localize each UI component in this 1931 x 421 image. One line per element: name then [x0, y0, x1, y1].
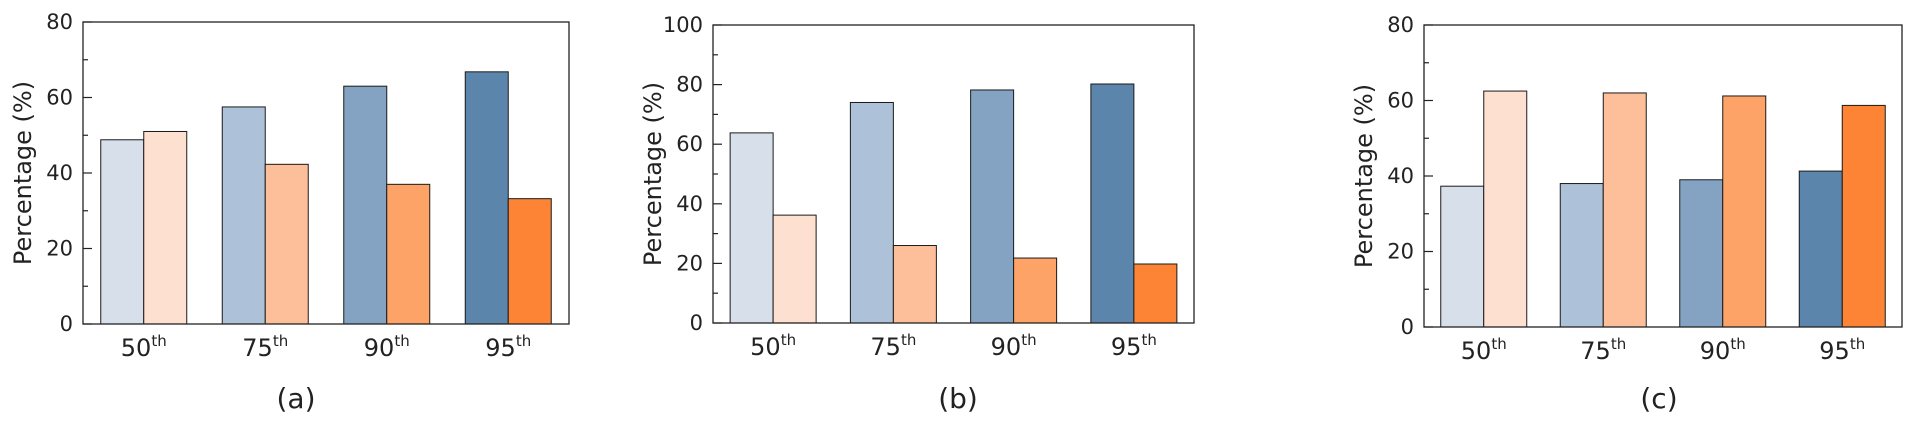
bar-orange-50th	[143, 130, 188, 325]
bar-blue-75th	[221, 106, 266, 325]
y-tick-label: 20	[676, 251, 703, 275]
bar-orange-95th	[507, 198, 552, 325]
y-tick-label: 60	[676, 132, 703, 156]
bar-blue-95th	[1090, 83, 1135, 324]
bar-orange-75th	[264, 163, 309, 325]
y-axis-label: Percentage (%)	[639, 82, 667, 266]
x-tick-label: 90th	[991, 331, 1037, 361]
bar-blue-75th	[1559, 183, 1604, 328]
bar-orange-75th	[892, 245, 937, 324]
bar-orange-75th	[1602, 92, 1647, 328]
bar-orange-90th	[1722, 95, 1767, 328]
y-axis-label: Percentage (%)	[9, 81, 37, 265]
y-tick-label: 80	[676, 73, 703, 97]
x-tick-label: 95th	[1111, 331, 1157, 361]
x-tick-label: 50th	[750, 331, 796, 361]
y-tick-label: 0	[1401, 315, 1414, 339]
panel-caption: (b)	[938, 382, 978, 415]
bar-orange-90th	[1013, 257, 1058, 324]
y-tick-label: 60	[1387, 89, 1414, 113]
y-tick-label: 60	[46, 86, 73, 110]
x-tick-label: 50th	[121, 332, 167, 362]
chart-panel-c: 50th 75th 90th 95th 0 20 40 60 80 Percentage (%) (…	[1350, 13, 1903, 415]
bar-orange-95th	[1841, 104, 1886, 328]
y-tick-label: 40	[676, 192, 703, 216]
y-tick-label: 80	[1387, 13, 1414, 37]
bar-orange-50th	[1483, 90, 1528, 328]
y-tick-label: 0	[690, 311, 703, 335]
x-tick-label: 95th	[485, 332, 531, 362]
y-tick-label: 80	[46, 10, 73, 34]
bar-orange-95th	[1133, 263, 1178, 324]
x-tick-label: 75th	[870, 331, 916, 361]
x-tick-label: 75th	[1580, 335, 1626, 365]
x-tick-label: 50th	[1461, 335, 1507, 365]
bar-blue-50th	[1440, 185, 1485, 328]
chart-panel-b: 50th 75th 90th 95th 0 20 40 60 80 100 Percentage (…	[639, 13, 1195, 415]
y-tick-label: 40	[46, 161, 73, 185]
bar-blue-95th	[464, 71, 509, 325]
y-tick-label: 0	[60, 312, 73, 336]
bar-orange-90th	[386, 183, 431, 325]
bar-blue-50th	[729, 132, 774, 324]
y-tick-label: 100	[663, 13, 703, 37]
x-tick-label: 95th	[1819, 335, 1865, 365]
bar-blue-90th	[343, 85, 388, 325]
panel-caption: (a)	[276, 382, 315, 415]
bar-orange-50th	[772, 214, 817, 324]
x-tick-label: 90th	[1700, 335, 1746, 365]
bar-blue-75th	[849, 101, 894, 324]
y-tick-label: 20	[1387, 240, 1414, 264]
x-tick-label: 90th	[364, 332, 410, 362]
panel-caption: (c)	[1640, 382, 1677, 415]
bar-blue-50th	[100, 139, 145, 325]
x-tick-label: 75th	[242, 332, 288, 362]
bar-blue-95th	[1798, 170, 1843, 328]
y-axis-label: Percentage (%)	[1350, 84, 1378, 268]
bar-blue-90th	[970, 89, 1015, 324]
y-tick-label: 20	[46, 237, 73, 261]
chart-panel-a: 50th 75th 90th 95th 0 20 40 60 80 Percentage (%) (…	[9, 10, 570, 415]
y-tick-label: 40	[1387, 164, 1414, 188]
bar-blue-90th	[1679, 179, 1724, 328]
